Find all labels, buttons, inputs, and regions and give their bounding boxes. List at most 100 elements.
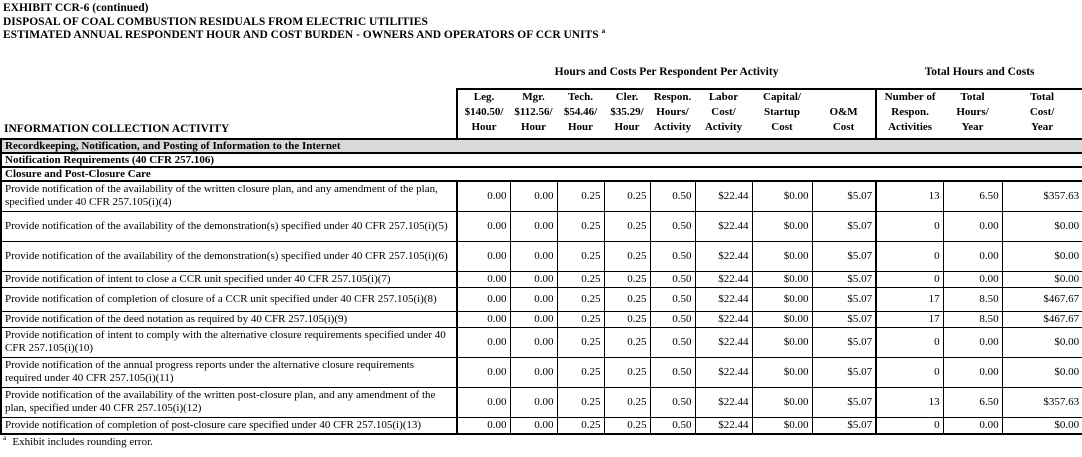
value-cell: 0.50 xyxy=(649,286,696,312)
value-cell: 0.00 xyxy=(942,356,1003,388)
value-cell: 0.25 xyxy=(603,386,651,418)
value-cell: 0.00 xyxy=(456,326,511,358)
value-cell: 0.50 xyxy=(649,270,696,288)
value-cell: $22.44 xyxy=(694,180,753,212)
value-cell: 0.00 xyxy=(942,240,1003,272)
footnote-marker: a xyxy=(3,432,7,442)
value-cell: 0.50 xyxy=(649,356,696,388)
value-cell: 0.25 xyxy=(603,180,651,212)
value-cell: 0.25 xyxy=(603,210,651,242)
column-header-clerical-rate: Cler. $35.29/ Hour xyxy=(604,88,650,139)
value-cell: $0.00 xyxy=(751,416,813,435)
activity-cell: Provide notification of completion of cl… xyxy=(0,286,458,312)
column-header-row: INFORMATION COLLECTION ACTIVITY Leg. $14… xyxy=(1,88,1082,139)
value-cell: 0.25 xyxy=(556,270,605,288)
value-cell: $0.00 xyxy=(1001,356,1082,388)
value-cell: 0.25 xyxy=(556,416,605,435)
value-cell: $0.00 xyxy=(1001,416,1082,435)
value-cell: 0.00 xyxy=(942,416,1003,435)
table-caption-text: ESTIMATED ANNUAL RESPONDENT HOUR AND COS… xyxy=(3,29,599,41)
value-cell: 13 xyxy=(875,180,944,212)
column-header-technical-rate: Tech. $54.46/ Hour xyxy=(557,88,604,139)
value-cell: $0.00 xyxy=(751,210,813,242)
value-cell: 13 xyxy=(875,386,944,418)
value-cell: 0.25 xyxy=(556,326,605,358)
value-cell: 0.00 xyxy=(509,326,558,358)
column-header-capital-startup-cost: Capital/ Startup Cost xyxy=(752,88,812,139)
value-cell: $5.07 xyxy=(811,270,877,288)
table-row: Provide notification of the deed notatio… xyxy=(0,310,1082,328)
value-cell: 0 xyxy=(875,270,944,288)
table-row: Provide notification of the availability… xyxy=(0,240,1082,272)
value-cell: 0.25 xyxy=(603,326,651,358)
value-cell: 0.00 xyxy=(509,270,558,288)
value-cell: $5.07 xyxy=(811,286,877,312)
document-subtitle: DISPOSAL OF COAL COMBUSTION RESIDUALS FR… xyxy=(3,15,428,28)
activity-cell: Provide notification of the availability… xyxy=(0,386,458,418)
column-header-total-cost-year: Total Cost/ Year xyxy=(1002,88,1082,139)
activity-cell: Provide notification of the availability… xyxy=(0,240,458,272)
value-cell: 0.00 xyxy=(509,210,558,242)
value-cell: 0.25 xyxy=(603,270,651,288)
value-cell: 0.00 xyxy=(942,270,1003,288)
value-cell: $0.00 xyxy=(751,310,813,328)
column-header-om-cost: O&M Cost xyxy=(812,88,877,139)
value-cell: 0.25 xyxy=(556,180,605,212)
column-header-labor-cost: Labor Cost/ Activity xyxy=(695,88,752,139)
column-header-total-hours-year: Total Hours/ Year xyxy=(943,88,1003,139)
value-cell: $357.63 xyxy=(1001,180,1082,212)
value-cell: 0.25 xyxy=(603,356,651,388)
value-cell: 17 xyxy=(875,286,944,312)
table-row: Provide notification of intent to comply… xyxy=(0,326,1082,358)
value-cell: 0.50 xyxy=(649,326,696,358)
group-header-row: Hours and Costs Per Respondent Per Activ… xyxy=(1,55,1082,89)
value-cell: 0 xyxy=(875,416,944,435)
table-row: Provide notification of the availability… xyxy=(0,386,1082,418)
value-cell: 0.00 xyxy=(509,416,558,435)
group-header-totals: Total Hours and Costs xyxy=(924,65,1035,78)
value-cell: $5.07 xyxy=(811,356,877,388)
value-cell: 0.00 xyxy=(509,310,558,328)
section-row-recordkeeping: Recordkeeping, Notification, and Posting… xyxy=(0,138,1082,154)
value-cell: 0.00 xyxy=(942,326,1003,358)
value-cell: $22.44 xyxy=(694,356,753,388)
value-cell: 0.50 xyxy=(649,210,696,242)
value-cell: 0.25 xyxy=(603,310,651,328)
section-label: Recordkeeping, Notification, and Posting… xyxy=(0,138,1082,154)
value-cell: $0.00 xyxy=(1001,210,1082,242)
value-cell: $0.00 xyxy=(751,240,813,272)
value-cell: 0.00 xyxy=(456,286,511,312)
table-row: Provide notification of the annual progr… xyxy=(0,356,1082,388)
value-cell: 0 xyxy=(875,210,944,242)
table-row: Provide notification of intent to close … xyxy=(0,270,1082,288)
table-row: Provide notification of completion of cl… xyxy=(0,286,1082,312)
value-cell: $0.00 xyxy=(751,326,813,358)
value-cell: 0 xyxy=(875,356,944,388)
value-cell: 8.50 xyxy=(942,310,1003,328)
exhibit-title: EXHIBIT CCR-6 (continued) xyxy=(3,2,149,14)
value-cell: $22.44 xyxy=(694,310,753,328)
value-cell: $5.07 xyxy=(811,386,877,418)
value-cell: 0 xyxy=(875,240,944,272)
value-cell: 0.50 xyxy=(649,310,696,328)
value-cell: 0.25 xyxy=(603,416,651,435)
group-header-per-activity: Hours and Costs Per Respondent Per Activ… xyxy=(554,65,779,78)
value-cell: $0.00 xyxy=(751,356,813,388)
value-cell: 0.50 xyxy=(649,180,696,212)
value-cell: $22.44 xyxy=(694,326,753,358)
group-header-spacer xyxy=(1,55,457,89)
value-cell: 0.50 xyxy=(649,416,696,435)
table-row: Provide notification of completion of po… xyxy=(0,416,1082,435)
value-cell: $357.63 xyxy=(1001,386,1082,418)
column-header-manager-rate: Mgr. $112.56/ Hour xyxy=(510,88,557,139)
value-cell: $5.07 xyxy=(811,210,877,242)
value-cell: 0.25 xyxy=(556,356,605,388)
value-cell: $22.44 xyxy=(694,416,753,435)
value-cell: $0.00 xyxy=(751,270,813,288)
value-cell: 0.00 xyxy=(456,356,511,388)
burden-table: Hours and Costs Per Respondent Per Activ… xyxy=(0,55,1082,435)
value-cell: $5.07 xyxy=(811,240,877,272)
value-cell: 0.00 xyxy=(509,180,558,212)
value-cell: 0.25 xyxy=(556,240,605,272)
caption-footnote-marker: a xyxy=(601,26,606,36)
